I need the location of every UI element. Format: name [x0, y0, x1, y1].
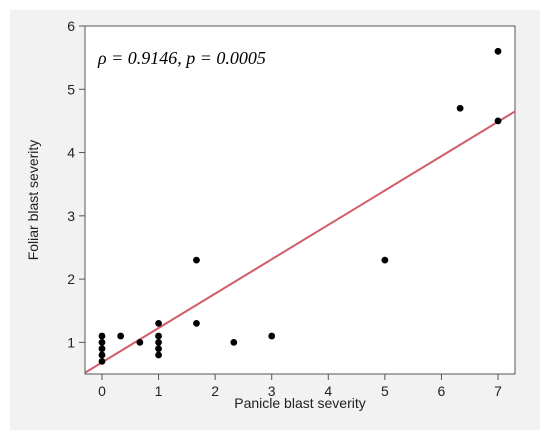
data-point [155, 345, 162, 353]
regression-line [84, 110, 516, 374]
data-point [117, 332, 125, 340]
correlation-annotation: ρ = 0.9146, p = 0.0005 [97, 48, 266, 68]
x-tick-label: 3 [268, 383, 276, 399]
data-point [230, 338, 238, 346]
data-point [98, 332, 106, 340]
data-point [136, 338, 144, 346]
data-point [155, 319, 162, 327]
scatter-chart: 1 2 3 4 5 6 0 1 2 3 4 5 6 7 ρ = 0.9146, p = 0.0005 P… [25, 18, 516, 411]
y-tick-label: 3 [67, 208, 75, 224]
data-point [98, 357, 106, 365]
x-tick-label: 6 [438, 383, 446, 399]
x-tick-label: 0 [98, 383, 106, 399]
chart-figure: 1 2 3 4 5 6 0 1 2 3 4 5 6 7 ρ = 0.9146, p = 0.0005 P… [10, 10, 540, 430]
data-point [155, 332, 162, 340]
y-tick-label: 2 [67, 271, 75, 287]
data-point [381, 256, 389, 264]
y-axis: 1 2 3 4 5 6 [67, 18, 85, 350]
x-axis: 0 1 2 3 4 5 6 7 [98, 374, 502, 399]
data-point [456, 104, 464, 112]
data-point [155, 351, 162, 359]
data-point [268, 332, 276, 340]
data-point [98, 338, 106, 346]
data-point [193, 319, 200, 327]
y-axis-label: Foliar blast severity [25, 140, 41, 261]
y-tick-label: 4 [67, 145, 75, 161]
x-tick-label: 1 [155, 383, 163, 399]
data-point [155, 338, 162, 346]
data-point [494, 117, 502, 125]
data-point [98, 345, 106, 353]
x-tick-label: 2 [211, 383, 219, 399]
points-layer [98, 47, 502, 365]
y-tick-label: 1 [67, 334, 75, 350]
x-tick-label: 4 [324, 383, 332, 399]
y-tick-label: 6 [67, 18, 75, 34]
x-axis-label: Panicle blast severity [234, 395, 366, 411]
x-tick-label: 5 [381, 383, 389, 399]
x-tick-label: 7 [494, 383, 502, 399]
data-point [494, 47, 502, 55]
data-point [193, 256, 200, 264]
data-point [98, 351, 106, 359]
fit-line-layer [84, 110, 516, 374]
y-tick-label: 5 [67, 81, 75, 97]
plot-area [84, 25, 516, 375]
